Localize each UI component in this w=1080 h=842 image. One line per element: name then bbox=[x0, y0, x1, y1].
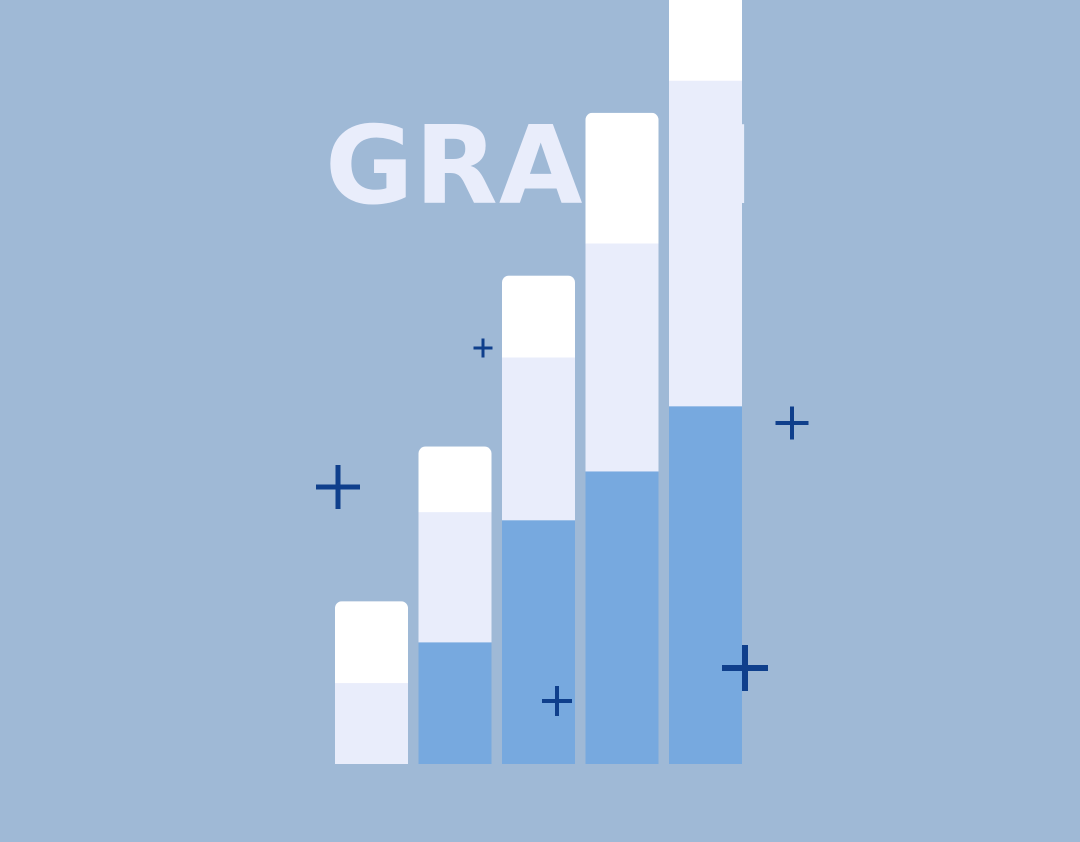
bar-segment bbox=[669, 405, 742, 764]
bar-group bbox=[335, 601, 408, 764]
cross-icon bbox=[542, 686, 572, 716]
bar-segment bbox=[502, 519, 575, 764]
bar-segment bbox=[335, 601, 408, 684]
cross-icon bbox=[775, 406, 809, 440]
bar-segment bbox=[669, 0, 742, 81]
bar-group bbox=[418, 446, 492, 764]
bar-segment bbox=[418, 446, 492, 513]
bar-group bbox=[585, 112, 659, 764]
bar-segment bbox=[502, 275, 575, 358]
decorations-group bbox=[316, 338, 809, 716]
bars-group bbox=[335, 0, 742, 764]
bar-group bbox=[502, 275, 575, 764]
bar-segment bbox=[502, 357, 575, 521]
cross-icon bbox=[722, 645, 768, 691]
bar-segment bbox=[669, 80, 742, 407]
bar-segment bbox=[418, 511, 492, 643]
bar-segment bbox=[335, 682, 408, 764]
bar-segment bbox=[585, 112, 659, 244]
bar-segment bbox=[418, 641, 492, 764]
bar-segment bbox=[585, 470, 659, 764]
bar-group bbox=[669, 0, 742, 764]
cross-icon bbox=[316, 465, 360, 509]
cross-icon bbox=[473, 338, 493, 358]
bar-segment bbox=[585, 243, 659, 472]
